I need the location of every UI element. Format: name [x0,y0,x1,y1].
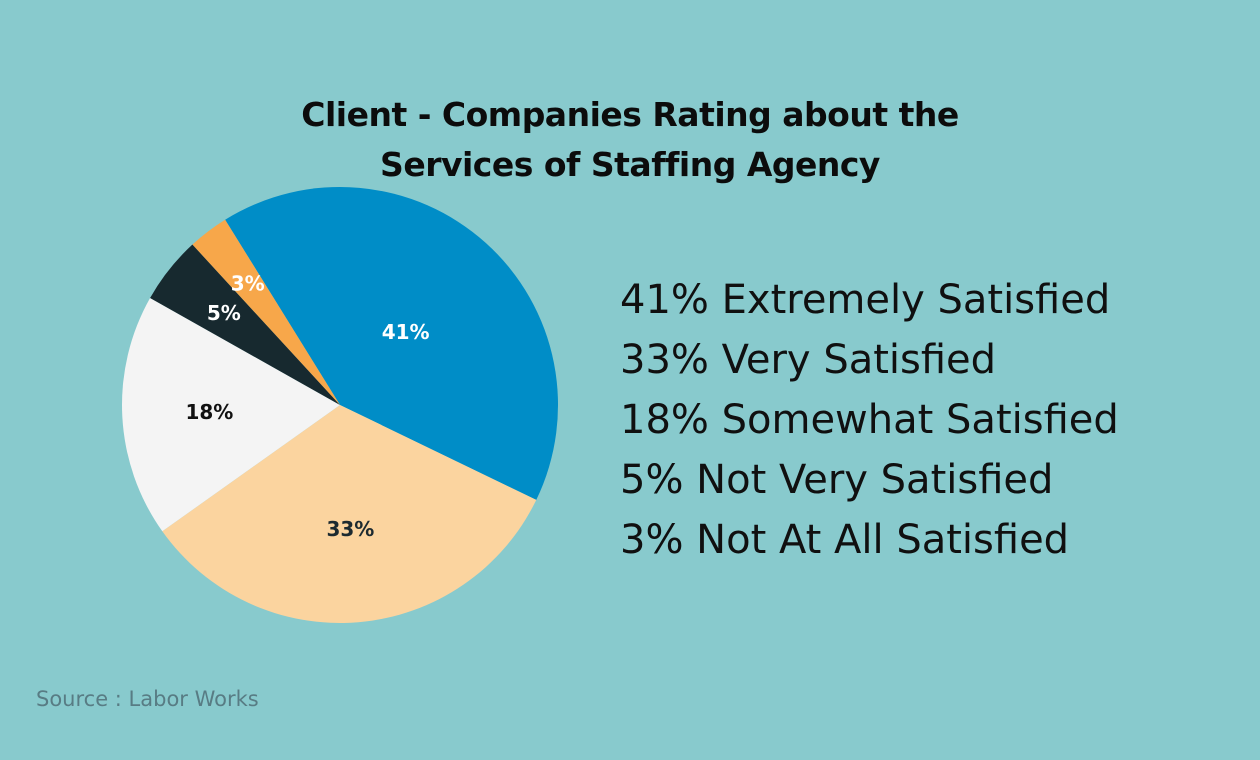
pie-slice-label-somewhat-satisfied: 18% [185,400,233,424]
chart-legend: 41% Extremely Satisfied 33% Very Satisfi… [620,270,1119,570]
legend-item-somewhat-satisfied: 18% Somewhat Satisfied [620,397,1119,443]
source-note: Source : Labor Works [36,687,259,711]
pie-slice-label-not-very-satisfied: 5% [207,301,241,325]
pie-slice-somewhat-satisfied [122,297,340,532]
pie-slice-label-extremely-satisfied: 41% [382,320,430,344]
pie-slice-not-at-all-satisfied [192,219,340,405]
pie-slice-label-not-at-all-satisfied: 3% [231,271,265,295]
legend-item-very-satisfied: 33% Very Satisfied [620,337,997,383]
legend-item-not-very-satisfied: 5% Not Very Satisfied [620,457,1054,503]
chart-title-line-2: Services of Staffing Agency [380,145,880,185]
chart-title: Client - Companies Rating about the Serv… [0,90,1260,190]
pie-slice-not-very-satisfied [150,244,340,405]
legend-item-extremely-satisfied: 41% Extremely Satisfied [620,277,1111,323]
legend-item-not-at-all-satisfied: 3% Not At All Satisfied [620,517,1070,563]
pie-slice-very-satisfied [162,405,537,624]
pie-slice-extremely-satisfied [225,186,559,500]
chart-title-line-1: Client - Companies Rating about the [301,95,959,135]
pie-slice-label-very-satisfied: 33% [326,517,374,541]
